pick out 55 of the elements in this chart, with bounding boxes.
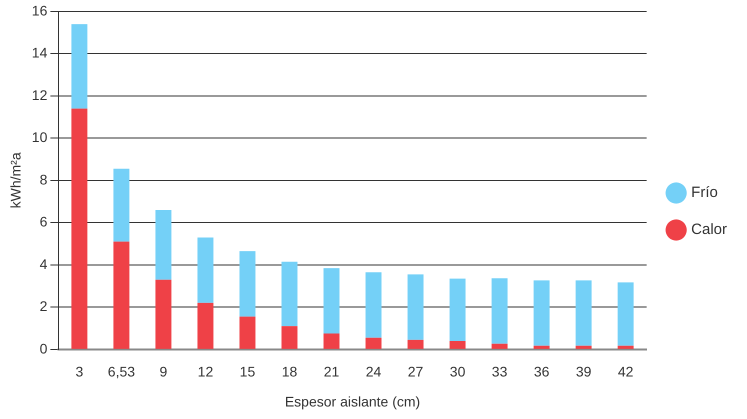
y-tick-label: 10 [32,129,48,146]
y-tick-label: 0 [40,340,48,356]
bar [239,251,256,317]
x-tick-label: 12 [198,364,214,380]
x-tick-label: 3 [75,364,84,380]
bar [408,340,424,349]
bar [576,346,592,349]
x-tick-label: 15 [240,364,256,380]
y-tick-label: 12 [32,86,48,103]
bar [197,237,214,303]
bar [408,274,424,340]
x-tick-label: 39 [576,364,592,380]
legend-label: Calor [691,221,728,238]
legend-label: Frío [691,184,718,202]
x-axis-title: Espesor aislante (cm) [284,393,420,410]
bar [113,168,130,242]
y-tick-label: 8 [40,171,48,188]
bar [282,326,298,349]
x-tick-label: 30 [450,364,466,380]
bar [197,302,214,349]
bar [450,278,466,341]
bar [155,210,172,280]
bar [366,272,382,338]
y-tick-label: 16 [32,2,48,18]
bar [534,280,550,346]
bar [71,24,88,109]
y-axis-title: kWh/m²a [7,152,24,208]
bar [576,280,592,346]
bar [492,344,508,349]
x-tick-label: 27 [408,364,424,380]
x-tick-label: 36 [534,364,550,380]
bar [450,340,466,349]
bar [155,280,172,349]
y-tick-label: 6 [40,214,48,230]
bar [492,278,508,344]
bar [113,242,130,349]
bar [239,316,256,349]
bar [282,262,298,326]
bar [324,268,340,334]
bar [71,108,88,349]
bar [366,338,382,349]
x-tick-label: 6,53 [108,364,136,380]
bar [618,282,634,346]
x-tick-label: 21 [324,364,340,380]
y-tick-label: 14 [32,44,48,61]
x-tick-label: 24 [366,364,382,380]
y-tick-label: 2 [40,298,48,314]
bar [534,346,550,349]
y-tick-label: 4 [40,256,48,272]
x-tick-label: 33 [492,364,508,380]
x-tick-label: 18 [282,364,298,380]
x-tick-label: 9 [160,364,168,380]
x-tick-label: 42 [618,364,634,380]
bar [618,346,634,349]
bar [324,334,340,349]
